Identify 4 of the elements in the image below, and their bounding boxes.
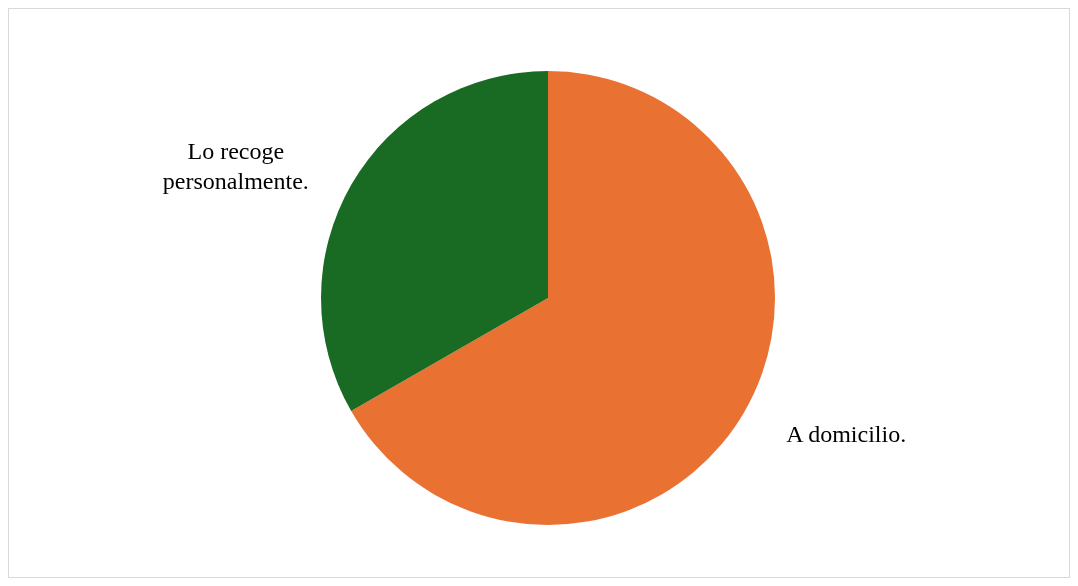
slice-label: Lo recoge personalmente. <box>162 138 309 195</box>
pie-slice <box>321 71 548 412</box>
slice-label: A domicilio. <box>786 420 907 447</box>
pie-slice <box>351 71 775 525</box>
